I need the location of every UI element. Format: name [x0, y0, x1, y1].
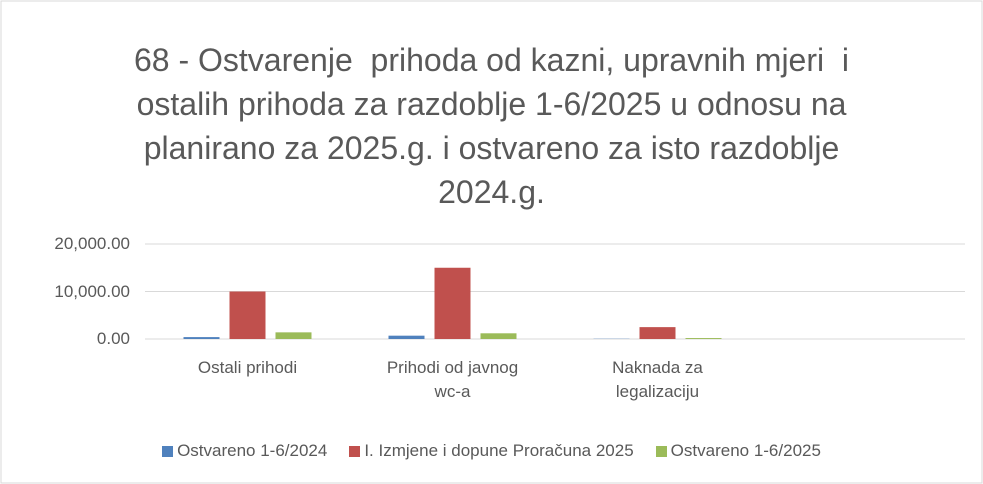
y-tick-label: 0.00 — [96, 329, 130, 348]
bar — [183, 337, 220, 339]
legend-item: I. Izmjene i dopune Proračuna 2025 — [349, 441, 634, 461]
legend-label: Ostvareno 1-6/2025 — [670, 441, 821, 460]
bar — [480, 333, 517, 339]
bar — [229, 291, 266, 339]
legend-item: Ostvareno 1-6/2024 — [162, 441, 327, 461]
legend: Ostvareno 1-6/2024 I. Izmjene i dopune Pr… — [0, 441, 983, 461]
bar — [275, 332, 312, 339]
bar — [434, 267, 471, 339]
legend-item: Ostvareno 1-6/2025 — [655, 441, 821, 461]
legend-swatch — [349, 445, 361, 457]
legend-swatch — [162, 445, 174, 457]
x-tick-label: Naknada za legalizaciju — [612, 358, 703, 401]
legend-label: I. Izmjene i dopune Proračuna 2025 — [364, 441, 634, 460]
legend-label: Ostvareno 1-6/2024 — [177, 441, 328, 460]
y-tick-label: 20,000.00 — [54, 234, 130, 253]
chart-title: 68 - Ostvarenje prihoda od kazni, upravn… — [133, 42, 858, 210]
x-tick-label: Prihodi od javnog wc-a — [386, 358, 519, 401]
bar — [685, 338, 722, 339]
legend-swatch — [655, 445, 667, 457]
bar — [639, 327, 676, 339]
x-tick-label: Ostali prihodi — [197, 358, 298, 377]
y-tick-label: 10,000.00 — [54, 281, 130, 301]
bar — [388, 335, 425, 339]
